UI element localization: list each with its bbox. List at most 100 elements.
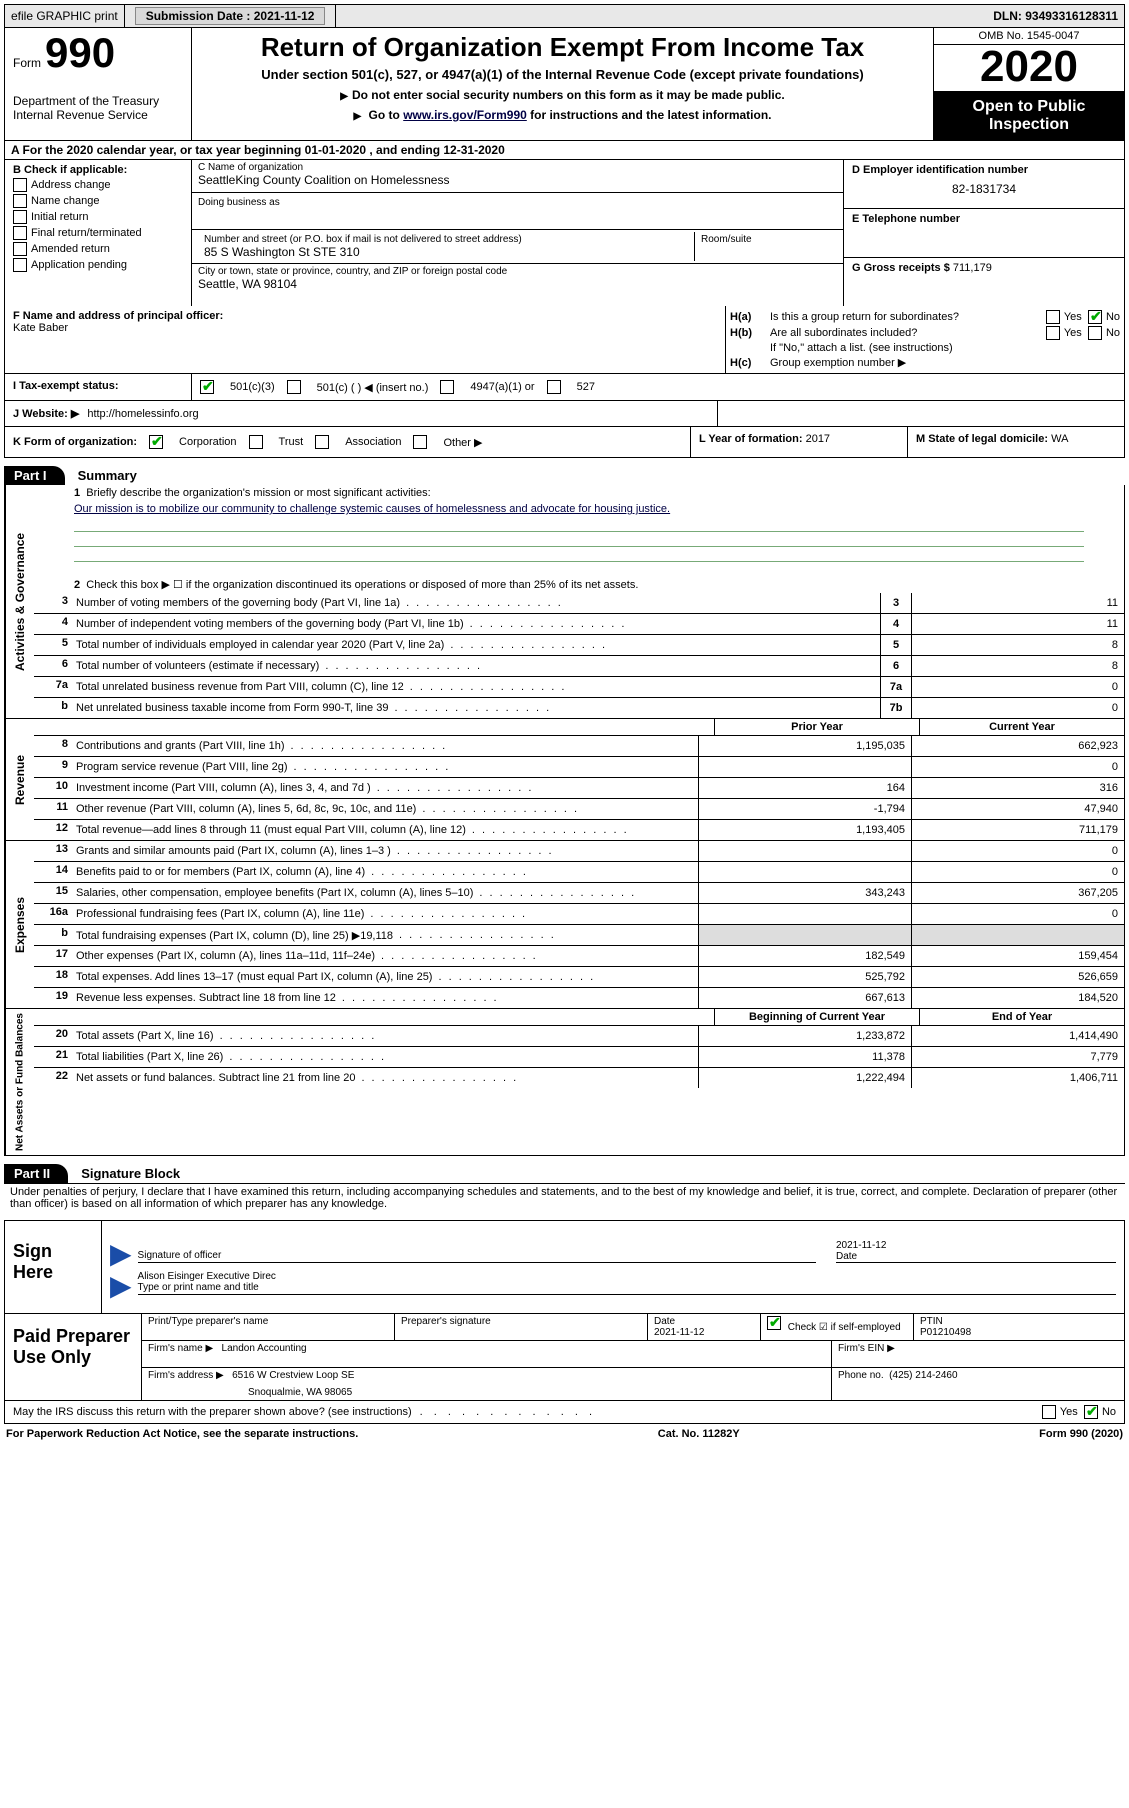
side-expenses: Expenses — [5, 841, 34, 1008]
line-22: 22Net assets or fund balances. Subtract … — [34, 1068, 1124, 1088]
dln-cell: DLN: 93493316128311 — [987, 5, 1124, 27]
dba-block: Doing business as — [192, 193, 843, 230]
perjury-statement: Under penalties of perjury, I declare th… — [4, 1183, 1125, 1212]
gross-block: G Gross receipts $ 711,179 — [844, 258, 1124, 306]
form-number: 990 — [45, 32, 115, 74]
chk-4947[interactable] — [440, 380, 454, 394]
line-12: 12Total revenue—add lines 8 through 11 (… — [34, 820, 1124, 840]
chk-trust[interactable] — [249, 435, 263, 449]
firm-name: Landon Accounting — [222, 1343, 307, 1354]
city-block: City or town, state or province, country… — [192, 264, 843, 296]
tax-year: 2020 — [934, 45, 1124, 92]
ruled-line — [74, 547, 1084, 562]
irs-link[interactable]: www.irs.gov/Form990 — [403, 108, 527, 122]
sign-here-label: Sign Here — [5, 1221, 102, 1313]
submission-btn[interactable]: Submission Date : 2021-11-12 — [135, 7, 326, 25]
line-13: 13Grants and similar amounts paid (Part … — [34, 841, 1124, 862]
row-fh: F Name and address of principal officer:… — [4, 306, 1125, 374]
header-left: Form 990 Department of the Treasury Inte… — [5, 28, 192, 140]
preparer-row-2: Firm's name ▶ Landon Accounting Firm's E… — [142, 1341, 1124, 1368]
org-name: SeattleKing County Coalition on Homeless… — [198, 173, 837, 187]
expenses-section: Expenses 13Grants and similar amounts pa… — [5, 841, 1124, 1009]
phone-block: E Telephone number — [844, 209, 1124, 258]
chk-assoc[interactable] — [315, 435, 329, 449]
summary-line-6: 6Total number of volunteers (estimate if… — [34, 656, 1124, 677]
address-block: Number and street (or P.O. box if mail i… — [192, 230, 843, 264]
side-revenue: Revenue — [5, 719, 34, 840]
chk-initial-return[interactable]: Initial return — [13, 210, 183, 224]
summary-line-4: 4Number of independent voting members of… — [34, 614, 1124, 635]
website-url: http://homelessinfo.org — [87, 408, 198, 420]
chk-501c[interactable] — [287, 380, 301, 394]
irs-discuss-row: May the IRS discuss this return with the… — [4, 1401, 1125, 1424]
header-right: OMB No. 1545-0047 2020 Open to Public In… — [934, 28, 1124, 140]
chk-pending[interactable]: Application pending — [13, 258, 183, 272]
chk-final-return[interactable]: Final return/terminated — [13, 226, 183, 240]
principal-officer: F Name and address of principal officer:… — [5, 306, 726, 373]
subtitle-2: Do not enter social security numbers on … — [200, 88, 925, 102]
topbar-spacer — [336, 5, 987, 27]
submission-cell: Submission Date : 2021-11-12 — [125, 5, 337, 27]
efile-label: efile GRAPHIC print — [5, 5, 125, 27]
ptin-value: P01210498 — [920, 1327, 1118, 1338]
side-netassets: Net Assets or Fund Balances — [5, 1009, 34, 1155]
part2-header: Part II Signature Block — [4, 1156, 1125, 1183]
chk-527[interactable] — [547, 380, 561, 394]
netassets-section: Net Assets or Fund Balances Beginning of… — [5, 1009, 1124, 1155]
chk-amended[interactable]: Amended return — [13, 242, 183, 256]
sign-here-block: Sign Here ▶ Signature of officer 2021-11… — [4, 1220, 1125, 1314]
activities-governance: Activities & Governance 1 Briefly descri… — [5, 485, 1124, 719]
page-footer: For Paperwork Reduction Act Notice, see … — [4, 1424, 1125, 1444]
line-18: 18Total expenses. Add lines 13–17 (must … — [34, 967, 1124, 988]
chk-corp[interactable] — [149, 435, 163, 449]
preparer-row-1: Print/Type preparer's name Preparer's si… — [142, 1314, 1124, 1341]
chk-address-change[interactable]: Address change — [13, 178, 183, 192]
row-klm: K Form of organization: Corporation Trus… — [4, 427, 1125, 458]
netassets-header: Beginning of Current Year End of Year — [34, 1009, 1124, 1026]
discuss-yes[interactable] — [1042, 1405, 1056, 1419]
row-j-website: J Website: ▶ http://homelessinfo.org — [4, 401, 1125, 427]
discuss-no[interactable] — [1084, 1405, 1098, 1419]
arrow-icon: ▶ — [110, 1278, 132, 1295]
line-10: 10Investment income (Part VIII, column (… — [34, 778, 1124, 799]
chk-name-change[interactable]: Name change — [13, 194, 183, 208]
sign-date: 2021-11-12 — [836, 1240, 1116, 1251]
line-15: 15Salaries, other compensation, employee… — [34, 883, 1124, 904]
org-name-block: C Name of organization SeattleKing Count… — [192, 160, 843, 193]
city-state-zip: Seattle, WA 98104 — [198, 277, 837, 291]
line-1: 1 Briefly describe the organization's mi… — [34, 485, 1124, 501]
hb-yes[interactable] — [1046, 326, 1060, 340]
ha-yes[interactable] — [1046, 310, 1060, 324]
preparer-label: Paid Preparer Use Only — [5, 1314, 142, 1400]
mission-text: Our mission is to mobilize our community… — [34, 501, 1124, 517]
line-b: bTotal fundraising expenses (Part IX, co… — [34, 925, 1124, 946]
chk-other[interactable] — [413, 435, 427, 449]
line-21: 21Total liabilities (Part X, line 26)11,… — [34, 1047, 1124, 1068]
col-d: D Employer identification number 82-1831… — [843, 160, 1124, 306]
header-title-block: Return of Organization Exempt From Incom… — [192, 28, 934, 140]
subtitle-1: Under section 501(c), 527, or 4947(a)(1)… — [200, 67, 925, 82]
header: Form 990 Department of the Treasury Inte… — [4, 28, 1125, 141]
firm-phone: (425) 214-2460 — [889, 1370, 957, 1381]
ha-no[interactable] — [1088, 310, 1102, 324]
signature-row: ▶ Signature of officer 2021-11-12 Date — [110, 1239, 1116, 1263]
ruled-line — [74, 517, 1084, 532]
ruled-line — [74, 532, 1084, 547]
line-9: 9Program service revenue (Part VIII, lin… — [34, 757, 1124, 778]
hb-no[interactable] — [1088, 326, 1102, 340]
line-16a: 16aProfessional fundraising fees (Part I… — [34, 904, 1124, 925]
form-ref: Form 990 (2020) — [1039, 1428, 1123, 1440]
year-formation: L Year of formation: 2017 — [690, 427, 907, 457]
chk-self-employed[interactable] — [767, 1316, 781, 1330]
row-a-period: A For the 2020 calendar year, or tax yea… — [4, 141, 1125, 160]
preparer-row-3: Firm's address ▶ 6516 W Crestview Loop S… — [142, 1368, 1124, 1400]
chk-501c3[interactable] — [200, 380, 214, 394]
firm-address: 6516 W Crestview Loop SE — [232, 1370, 354, 1381]
line-8: 8Contributions and grants (Part VIII, li… — [34, 736, 1124, 757]
line-14: 14Benefits paid to or for members (Part … — [34, 862, 1124, 883]
col-c-org: C Name of organization SeattleKing Count… — [192, 160, 843, 306]
part1-body: Activities & Governance 1 Briefly descri… — [4, 485, 1125, 1156]
prep-date: 2021-11-12 — [654, 1327, 754, 1338]
gross-receipts: 711,179 — [953, 262, 992, 274]
ein-value: 82-1831734 — [852, 182, 1116, 196]
